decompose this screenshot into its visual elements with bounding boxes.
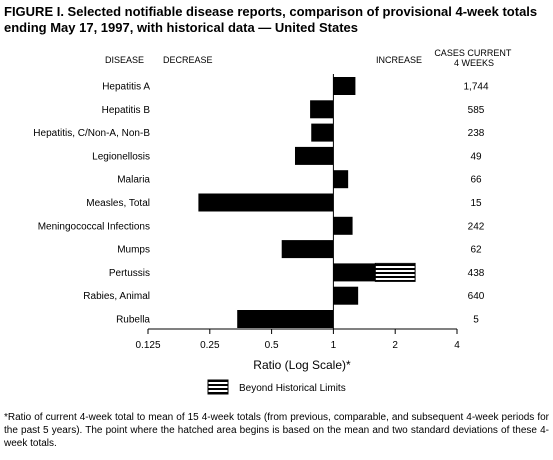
category-label: Malaria bbox=[117, 175, 150, 186]
category-label: Hepatitis B bbox=[102, 105, 151, 116]
header-cases: CASES CURRENT 4 WEEKS bbox=[434, 48, 513, 68]
bar bbox=[198, 193, 334, 212]
case-count: 15 bbox=[470, 198, 482, 209]
category-label: Meningococcal Infections bbox=[38, 221, 150, 232]
legend-hatch-swatch bbox=[207, 379, 229, 395]
chart-rows: Hepatitis A 1,744 Hepatitis B 585 Hepatitis,… bbox=[33, 74, 489, 329]
bar bbox=[333, 77, 356, 95]
footnote: *Ratio of current 4-week total to mean o… bbox=[4, 412, 549, 449]
case-count: 1,744 bbox=[463, 82, 488, 93]
category-label: Legionellosis bbox=[92, 151, 150, 162]
x-tick-label: 0.25 bbox=[200, 340, 220, 351]
bar-beyond-limits bbox=[374, 262, 416, 282]
category-label: Pertussis bbox=[109, 268, 150, 279]
bar bbox=[311, 123, 334, 142]
case-count: 238 bbox=[468, 128, 485, 139]
bar bbox=[281, 240, 334, 259]
x-tick-label: 0.125 bbox=[135, 340, 160, 351]
header-increase: INCREASE bbox=[376, 55, 422, 65]
x-axis-label: Ratio (Log Scale)* bbox=[253, 358, 351, 372]
case-count: 585 bbox=[468, 105, 485, 116]
header-cases-line-2: 4 WEEKS bbox=[454, 58, 494, 68]
case-count: 640 bbox=[468, 291, 485, 302]
bar bbox=[237, 310, 334, 328]
bar bbox=[333, 216, 353, 235]
header-cases-line-1: CASES CURRENT bbox=[434, 48, 512, 58]
x-axis-ticks: 0.125 0.25 0.5 1 2 4 bbox=[135, 329, 460, 351]
case-count: 66 bbox=[470, 175, 482, 186]
x-tick-label: 1 bbox=[331, 340, 337, 351]
case-count: 5 bbox=[473, 315, 479, 326]
header-decrease: DECREASE bbox=[163, 55, 213, 65]
bar bbox=[333, 170, 349, 189]
case-count: 242 bbox=[468, 221, 485, 232]
x-tick-label: 2 bbox=[392, 340, 398, 351]
category-label: Hepatitis, C/Non-A, Non-B bbox=[33, 128, 150, 139]
x-tick-label: 4 bbox=[454, 340, 460, 351]
bar bbox=[333, 286, 359, 305]
bar bbox=[294, 146, 334, 165]
case-count: 49 bbox=[470, 151, 482, 162]
legend: Beyond Historical Limits bbox=[207, 379, 346, 395]
bar bbox=[333, 263, 376, 282]
bar-chart: DISEASE DECREASE INCREASE CASES CURRENT … bbox=[33, 48, 513, 395]
header-disease: DISEASE bbox=[105, 55, 144, 65]
category-label: Hepatitis A bbox=[102, 82, 150, 93]
case-count: 438 bbox=[468, 268, 485, 279]
category-label: Rabies, Animal bbox=[83, 291, 150, 302]
legend-label: Beyond Historical Limits bbox=[239, 383, 346, 394]
figure-title: FIGURE I. Selected notifiable disease re… bbox=[4, 4, 538, 35]
category-label: Mumps bbox=[117, 245, 150, 256]
x-tick-label: 0.5 bbox=[265, 340, 279, 351]
bar bbox=[310, 100, 334, 119]
case-count: 62 bbox=[470, 245, 482, 256]
category-label: Rubella bbox=[116, 315, 150, 326]
category-label: Measles, Total bbox=[86, 198, 150, 209]
